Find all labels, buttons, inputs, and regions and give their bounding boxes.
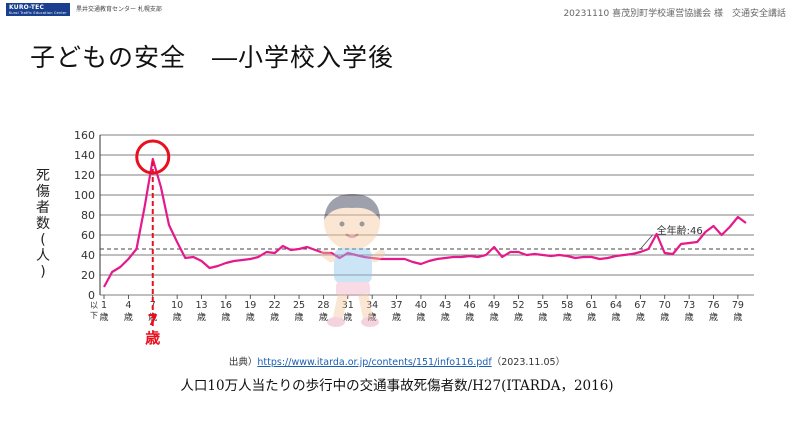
series-line xyxy=(103,157,747,288)
y-tick-label: 80 xyxy=(81,209,95,222)
x-tick-label: 25 xyxy=(293,300,305,311)
x-tick-unit: 歳 xyxy=(416,311,425,323)
x-tick-unit: 歳 xyxy=(343,311,352,323)
line-chart: 0204060801001201401601歳以下4歳7歳10歳13歳16歳19… xyxy=(74,129,754,347)
x-tick-prefix: 以 xyxy=(90,301,98,310)
x-tick-unit: 歳 xyxy=(270,311,279,323)
x-tick-unit: 歳 xyxy=(709,311,718,323)
peak-age-label: 7 xyxy=(148,311,158,329)
x-tick-unit: 歳 xyxy=(636,311,645,323)
y-tick-label: 160 xyxy=(74,129,95,142)
y-tick-label: 100 xyxy=(74,189,95,202)
x-tick-label: 73 xyxy=(683,300,695,311)
slide-info: 20231110 喜茂別町学校運営協議会 様 交通安全講話 xyxy=(563,9,786,19)
x-tick-label: 37 xyxy=(391,300,403,311)
source-prefix: 出典） xyxy=(228,357,258,368)
y-tick-label: 140 xyxy=(74,149,95,162)
logo-mark: KURO-TEC Kuroi Traffic Education Center xyxy=(6,3,70,16)
x-tick-label: 79 xyxy=(732,300,744,311)
x-tick-label: 76 xyxy=(707,300,719,311)
x-tick-unit: 歳 xyxy=(173,311,182,323)
x-tick-label: 70 xyxy=(659,300,671,311)
x-tick-unit: 歳 xyxy=(295,311,304,323)
x-tick-label: 46 xyxy=(464,300,476,311)
x-tick-unit: 歳 xyxy=(490,311,499,323)
y-axis-label-char: 死 xyxy=(36,168,50,184)
logo-subtext: Kuroi Traffic Education Center xyxy=(9,11,67,15)
y-axis-label-char: 傷 xyxy=(36,184,50,200)
x-tick-label: 40 xyxy=(415,300,427,311)
x-tick-unit: 歳 xyxy=(221,311,230,323)
x-tick-unit: 歳 xyxy=(733,311,742,323)
y-tick-label: 20 xyxy=(81,269,95,282)
peak-age-unit: 歳 xyxy=(145,329,160,347)
x-tick-unit: 歳 xyxy=(538,311,547,323)
x-tick-prefix: 下 xyxy=(90,311,98,320)
x-tick-unit: 歳 xyxy=(99,311,108,323)
x-tick-label: 28 xyxy=(317,300,329,311)
y-tick-label: 120 xyxy=(74,169,95,182)
y-tick-label: 60 xyxy=(81,229,95,242)
x-tick-unit: 歳 xyxy=(587,311,596,323)
y-axis-label-char: 数 xyxy=(36,216,50,232)
x-tick-unit: 歳 xyxy=(514,311,523,323)
x-tick-unit: 歳 xyxy=(660,311,669,323)
x-tick-label: 64 xyxy=(610,300,622,311)
x-tick-label: 43 xyxy=(439,300,451,311)
y-tick-label: 0 xyxy=(88,289,95,302)
x-tick-label: 52 xyxy=(512,300,524,311)
x-tick-label: 4 xyxy=(125,300,131,311)
y-axis-label-char: 者 xyxy=(36,200,50,216)
x-tick-unit: 歳 xyxy=(685,311,694,323)
x-tick-label: 22 xyxy=(269,300,281,311)
source-link[interactable]: https://www.itarda.or.jp/contents/151/in… xyxy=(257,357,492,368)
x-tick-label: 16 xyxy=(220,300,232,311)
x-tick-unit: 歳 xyxy=(124,311,133,323)
average-label: 全年齢:46 xyxy=(657,224,703,237)
x-tick-label: 67 xyxy=(634,300,646,311)
x-tick-unit: 歳 xyxy=(563,311,572,323)
x-tick-label: 58 xyxy=(561,300,573,311)
y-axis-label-char: ( xyxy=(40,232,46,248)
peak-highlight-circle xyxy=(135,139,171,175)
x-tick-label: 49 xyxy=(488,300,500,311)
x-tick-unit: 歳 xyxy=(246,311,255,323)
page-title: 子どもの安全 ―小学校入学後 xyxy=(30,43,395,72)
x-tick-unit: 歳 xyxy=(197,311,206,323)
x-tick-label: 61 xyxy=(586,300,598,311)
y-axis-label: 死傷者数(人) xyxy=(33,168,53,280)
source-date: （2023.11.05） xyxy=(491,357,566,368)
x-tick-unit: 歳 xyxy=(319,311,328,323)
x-tick-label: 1 xyxy=(101,300,107,311)
source-citation: 出典）https://www.itarda.or.jp/contents/151… xyxy=(0,354,794,368)
x-tick-unit: 歳 xyxy=(611,311,620,323)
x-tick-unit: 歳 xyxy=(368,311,377,323)
x-tick-unit: 歳 xyxy=(465,311,474,323)
y-axis-label-char: ) xyxy=(40,264,46,280)
y-axis-label-char: 人 xyxy=(36,248,50,264)
x-tick-unit: 歳 xyxy=(392,311,401,323)
child-illustration xyxy=(320,194,386,327)
brand-logo: KURO-TEC Kuroi Traffic Education Center … xyxy=(6,3,162,16)
x-tick-label: 31 xyxy=(342,300,354,311)
x-tick-label: 55 xyxy=(537,300,549,311)
x-tick-label: 10 xyxy=(171,300,183,311)
average-label-leader xyxy=(640,234,653,250)
organization-name: 黒井交通教育センター 札幌支部 xyxy=(75,6,162,13)
y-tick-label: 40 xyxy=(81,249,95,262)
logo-text: KURO-TEC xyxy=(9,4,45,11)
x-tick-label: 34 xyxy=(366,300,378,311)
x-tick-unit: 歳 xyxy=(441,311,450,323)
chart-caption: 人口10万人当たりの歩行中の交通事故死傷者数/H27(ITARDA，2016) xyxy=(180,378,614,394)
x-tick-label: 13 xyxy=(195,300,207,311)
x-tick-label: 19 xyxy=(244,300,256,311)
